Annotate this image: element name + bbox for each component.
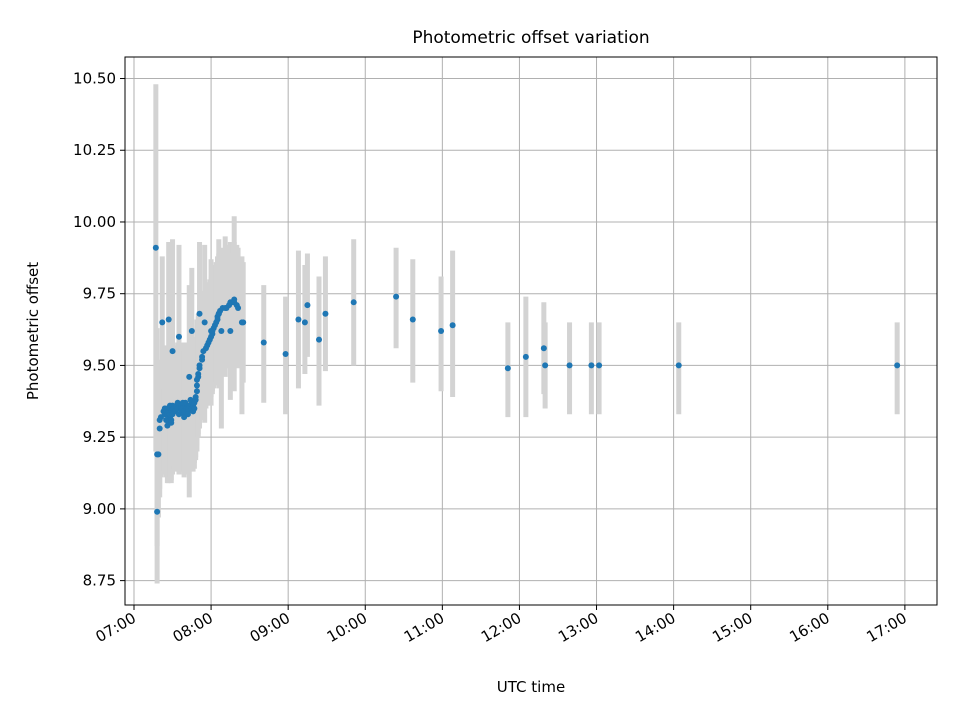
data-point: [191, 405, 198, 412]
data-point: [196, 310, 203, 317]
y-tick-label: 8.75: [83, 572, 116, 590]
y-axis-label: Photometric offset: [24, 262, 42, 400]
data-point: [588, 362, 595, 369]
data-point: [165, 316, 172, 323]
data-point: [159, 319, 166, 326]
data-point: [196, 362, 203, 369]
data-point: [304, 302, 311, 309]
data-point: [301, 319, 308, 326]
data-point: [156, 425, 163, 432]
chart-title: Photometric offset variation: [412, 28, 649, 48]
data-point: [227, 328, 234, 334]
data-point: [409, 316, 416, 323]
data-point: [218, 328, 225, 334]
data-point: [184, 411, 191, 418]
data-point: [215, 310, 222, 317]
data-points: [152, 244, 901, 515]
x-tick-label: 09:00: [247, 609, 293, 646]
data-point: [152, 244, 159, 251]
y-tick-label: 10.50: [73, 70, 116, 88]
data-point: [193, 382, 200, 389]
x-tick-label: 13:00: [555, 609, 601, 646]
data-point: [199, 353, 206, 360]
data-point: [504, 365, 511, 372]
data-point: [522, 353, 529, 360]
data-point: [169, 348, 176, 355]
data-point: [566, 362, 573, 369]
data-point: [195, 371, 202, 378]
x-tick-label: 08:00: [170, 609, 216, 646]
data-point: [260, 339, 267, 346]
y-tick-label: 9.75: [83, 285, 116, 303]
data-point: [316, 336, 323, 343]
x-tick-label: 10:00: [324, 609, 370, 646]
data-point: [155, 451, 162, 458]
grid: [125, 57, 937, 605]
data-point: [208, 328, 215, 334]
data-point: [540, 345, 547, 352]
y-tick-label: 9.25: [83, 428, 116, 446]
y-axis: 8.75 9.00 9.25 9.50 9.75 10.00 10.25 10.50: [73, 70, 125, 590]
x-tick-label: 14:00: [632, 609, 678, 646]
data-point: [188, 328, 195, 334]
x-axis: 07:00 08:00 09:00 10:00 11:00 12:00 13:00 14:00…: [93, 605, 910, 646]
data-point: [282, 350, 289, 357]
x-tick-label: 12:00: [478, 609, 524, 646]
data-point: [438, 328, 445, 334]
y-tick-label: 10.25: [73, 141, 116, 159]
data-point: [295, 316, 302, 323]
data-point: [154, 508, 161, 515]
data-point: [894, 362, 901, 369]
x-tick-label: 11:00: [401, 609, 447, 646]
data-point: [193, 388, 200, 395]
data-point: [393, 293, 400, 300]
data-point: [201, 319, 208, 326]
data-point: [350, 299, 357, 306]
data-point: [449, 322, 456, 329]
x-tick-label: 16:00: [786, 609, 832, 646]
data-point: [596, 362, 603, 369]
data-point: [222, 305, 229, 312]
x-tick-label: 07:00: [93, 609, 139, 646]
data-point: [542, 362, 549, 369]
data-point: [675, 362, 682, 369]
data-point: [168, 419, 175, 426]
plot-frame: [124, 56, 938, 606]
y-tick-label: 9.50: [83, 356, 116, 374]
data-point: [238, 319, 245, 326]
x-axis-label: UTC time: [497, 678, 565, 696]
y-tick-label: 9.00: [83, 500, 116, 518]
data-point: [175, 333, 182, 340]
y-tick-label: 10.00: [73, 213, 116, 231]
data-point: [186, 373, 193, 380]
data-point: [322, 310, 329, 317]
x-tick-label: 15:00: [709, 609, 755, 646]
x-tick-label: 17:00: [863, 609, 909, 646]
data-point: [231, 296, 238, 303]
data-point: [192, 393, 199, 400]
data-point: [235, 305, 242, 312]
